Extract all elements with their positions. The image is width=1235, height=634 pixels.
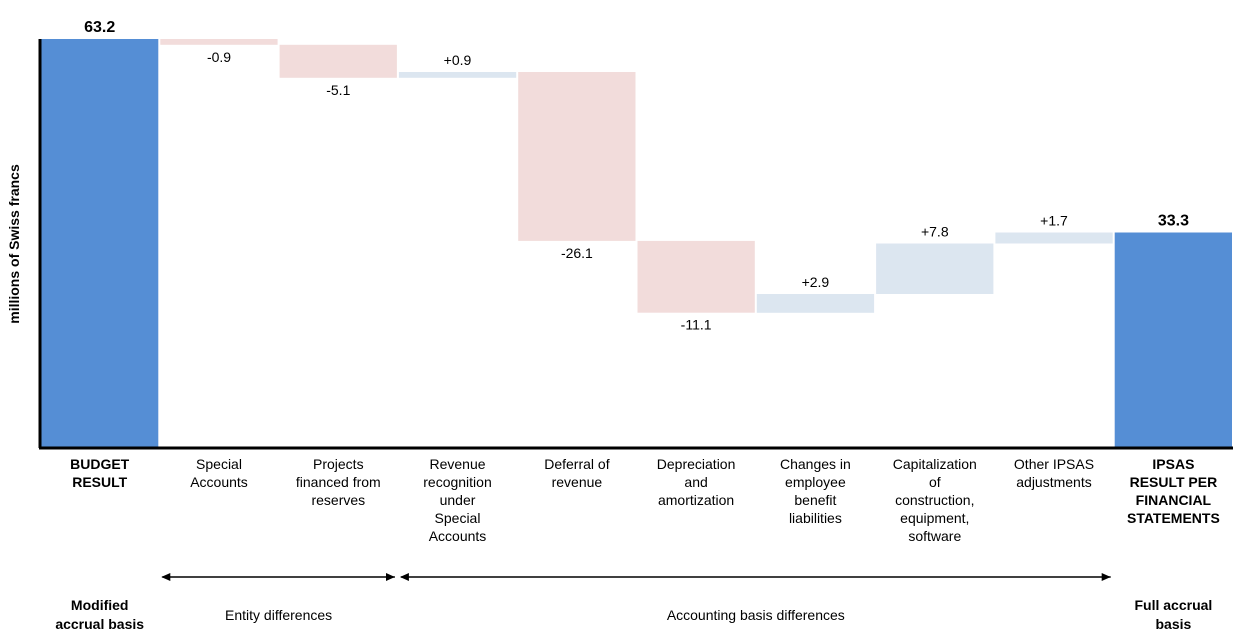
total-bar <box>41 39 158 448</box>
decrease-bar <box>280 45 397 78</box>
increase-bar <box>995 233 1112 244</box>
total-bar <box>1115 233 1232 449</box>
data-label: +2.9 <box>802 274 830 290</box>
data-label: +0.9 <box>444 52 472 68</box>
decrease-bar <box>638 241 755 313</box>
category-label: RevenuerecognitionunderSpecialAccounts <box>423 456 492 544</box>
data-label: -5.1 <box>326 82 350 98</box>
increase-bar <box>399 72 516 78</box>
category-label: Capitalizationofconstruction,equipment,s… <box>893 456 977 544</box>
category-label: Other IPSASadjustments <box>1014 456 1094 490</box>
category-label: Deferral ofrevenue <box>544 456 609 490</box>
data-label: -11.1 <box>681 317 712 333</box>
data-label: +1.7 <box>1040 213 1068 229</box>
basis-label: Full accrualbasis <box>1134 597 1212 632</box>
category-label: Projectsfinanced fromreserves <box>296 456 381 508</box>
basis-label: Modifiedaccrual basis <box>55 597 144 632</box>
category-label: IPSASRESULT PERFINANCIALSTATEMENTS <box>1127 456 1220 526</box>
data-label: 33.3 <box>1158 213 1189 230</box>
data-label: +7.8 <box>921 224 949 240</box>
data-label: -26.1 <box>561 245 593 261</box>
data-label: 63.2 <box>84 19 115 36</box>
data-label: -0.9 <box>207 49 231 65</box>
category-label: SpecialAccounts <box>190 456 248 490</box>
increase-bar <box>757 294 874 313</box>
group-label: Entity differences <box>225 607 332 623</box>
increase-bar <box>876 244 993 295</box>
decrease-bar <box>160 39 277 45</box>
y-axis-label: millions of Swiss francs <box>6 164 22 324</box>
category-label: Depreciationandamortization <box>657 456 736 508</box>
group-label: Accounting basis differences <box>667 607 845 623</box>
category-label: BUDGETRESULT <box>70 456 130 490</box>
decrease-bar <box>518 72 635 241</box>
category-label: Changes inemployeebenefitliabilities <box>780 456 851 526</box>
